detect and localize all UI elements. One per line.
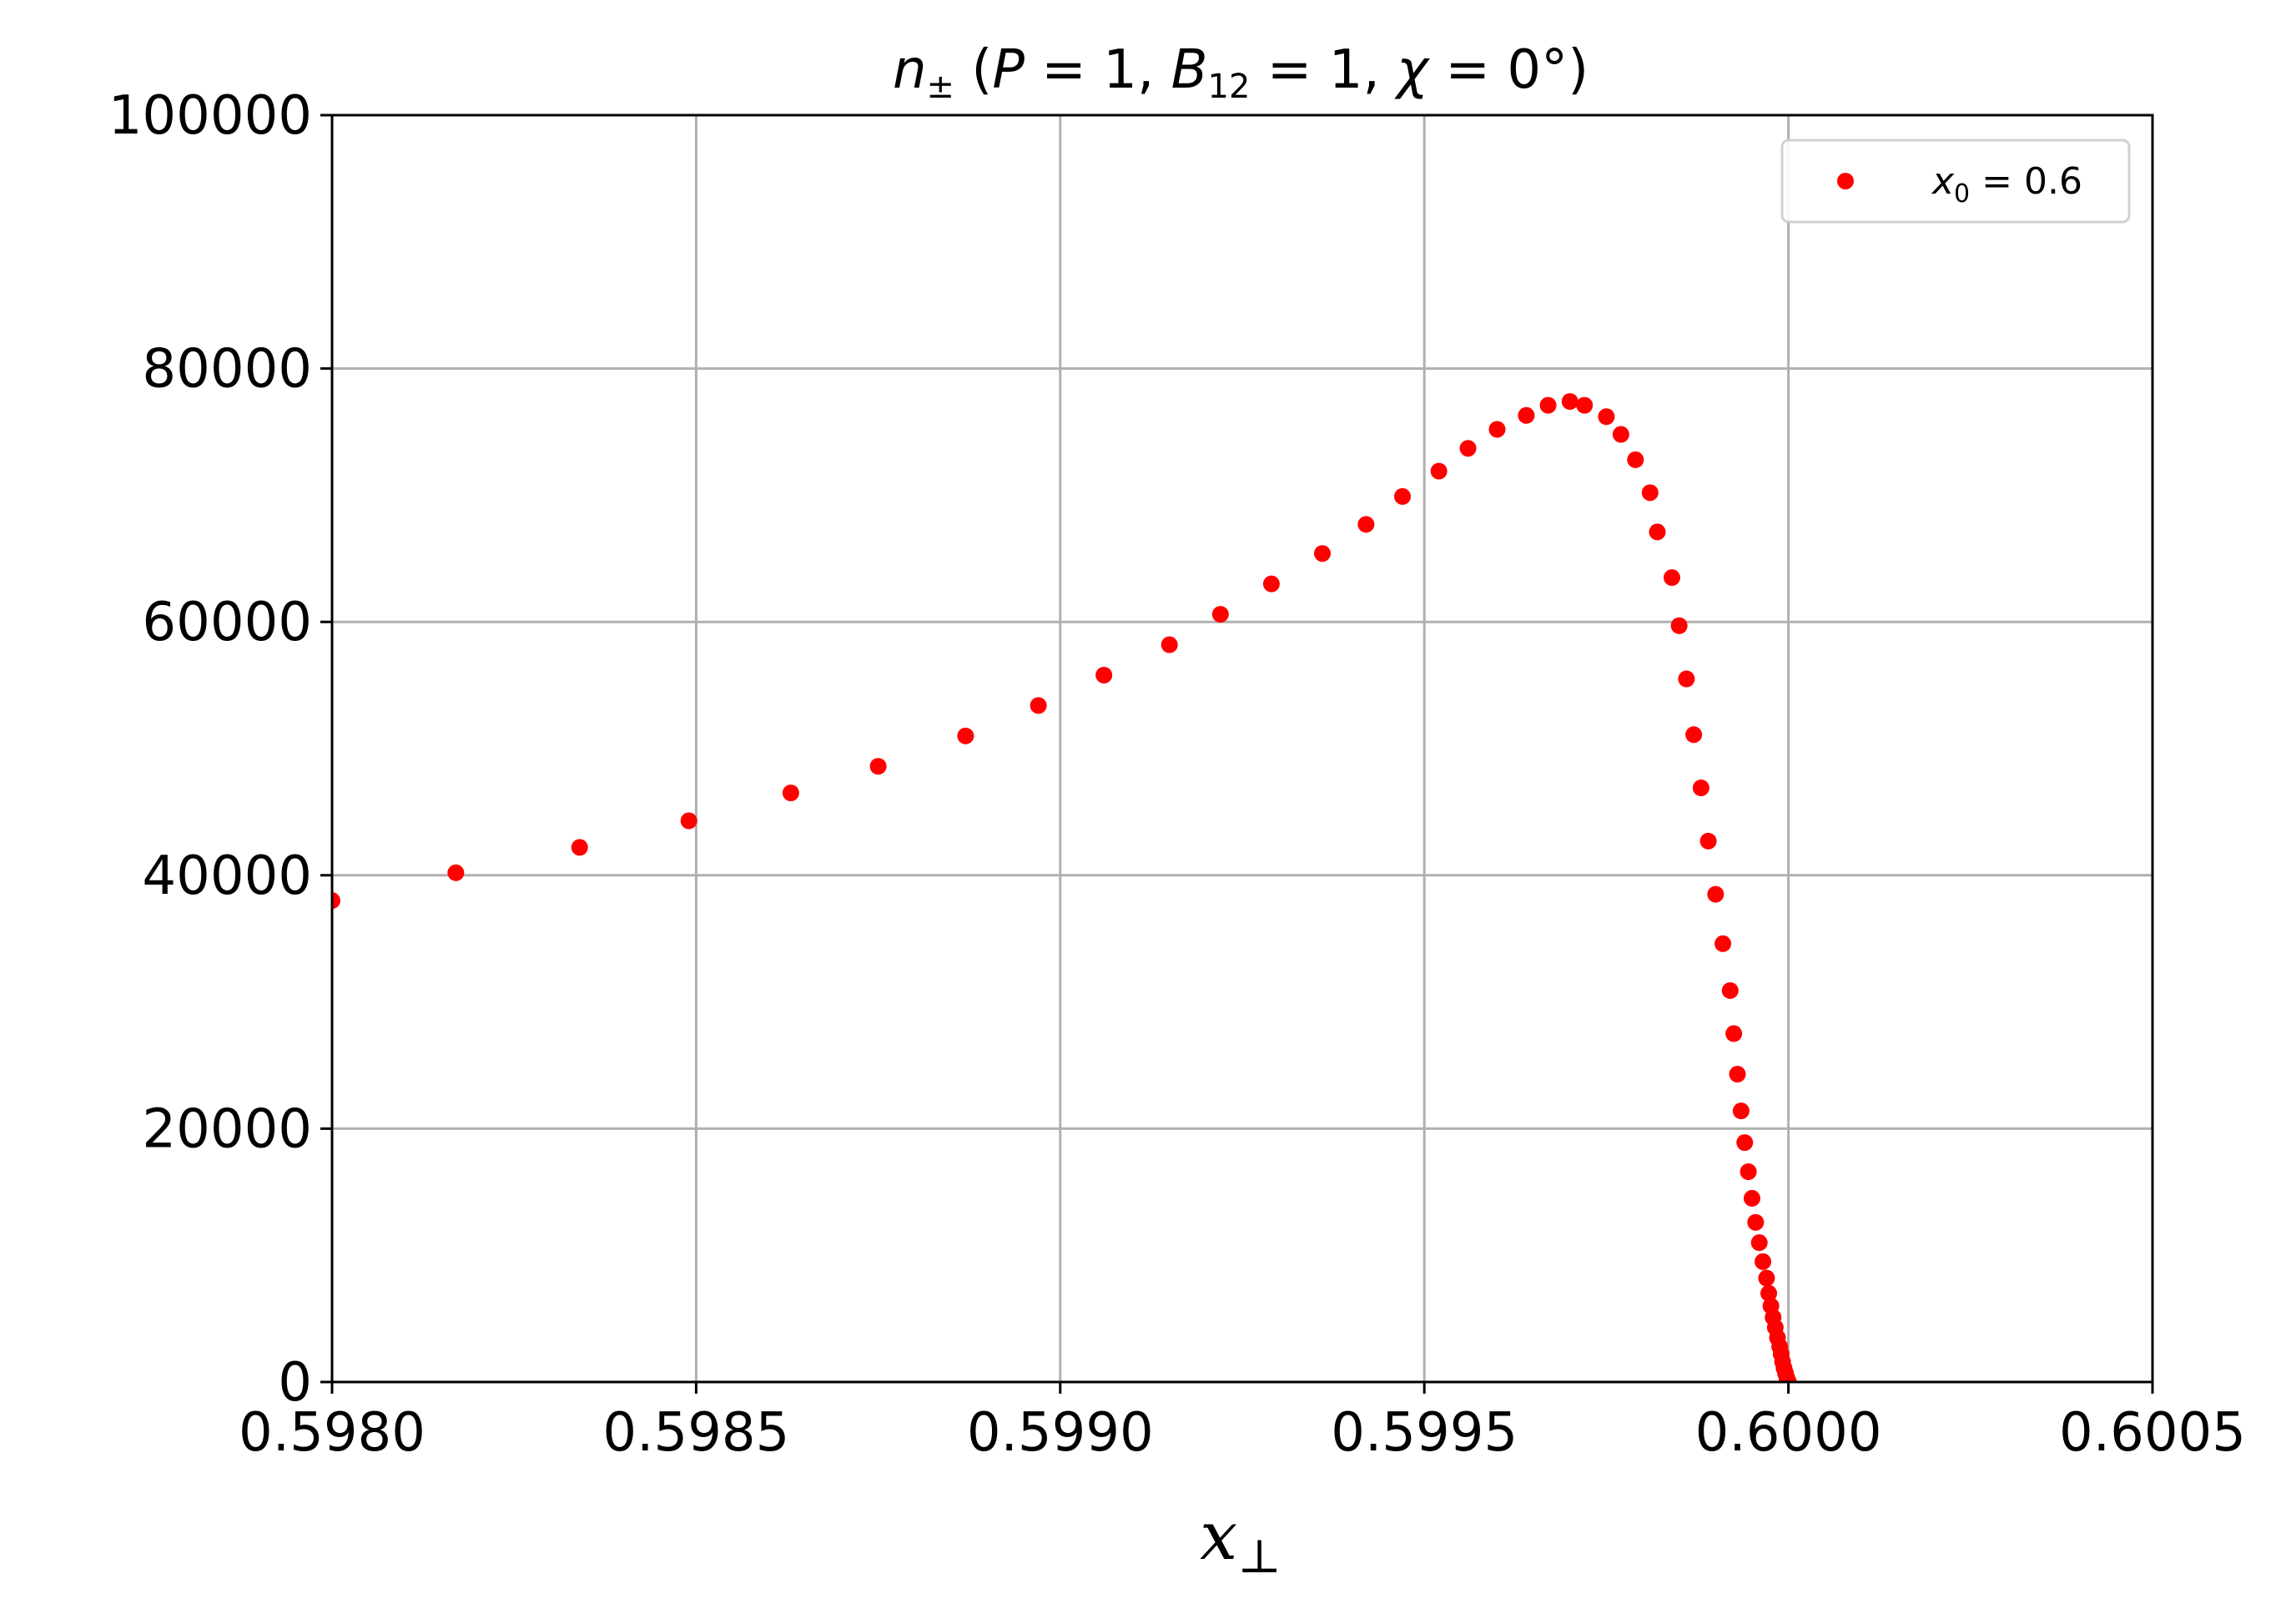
legend-var: x <box>1931 160 1955 203</box>
data-point <box>1760 1284 1778 1302</box>
data-point <box>1725 1025 1743 1042</box>
x-tick-label: 0.6000 <box>1695 1402 1882 1464</box>
y-tick-label: 0 <box>278 1352 312 1414</box>
chart-title: n± (P = 1, B12 = 1, χ = 0°) <box>893 39 1589 106</box>
data-point <box>1755 1253 1772 1270</box>
title-b-sub: 12 <box>1208 68 1251 106</box>
title-open: ( <box>954 39 992 101</box>
data-point <box>1714 935 1732 952</box>
data-point <box>1488 421 1506 438</box>
data-point <box>1641 484 1659 502</box>
xlabel-var: x <box>1200 1497 1237 1575</box>
grid-lines <box>332 115 2152 1382</box>
title-p-var: P <box>992 39 1025 101</box>
data-point <box>1314 545 1332 562</box>
data-point <box>1663 569 1680 587</box>
data-point <box>1736 1134 1754 1152</box>
title-chi-eq: = 0°) <box>1428 39 1589 101</box>
data-point <box>1678 670 1695 688</box>
data-point <box>1780 1374 1797 1382</box>
data-point <box>1394 487 1412 505</box>
data-point <box>1095 666 1113 683</box>
legend-label: x0 = 0.6 <box>1931 160 2082 209</box>
x-tick-label: 0.5980 <box>239 1402 425 1464</box>
legend: x0 = 0.6 <box>1780 139 2131 224</box>
data-point <box>1699 832 1717 850</box>
data-point <box>782 784 799 802</box>
data-point <box>1161 636 1178 653</box>
data-point <box>1721 981 1739 999</box>
x-tick-label: 0.5990 <box>967 1402 1154 1464</box>
title-b-eq: = 1, <box>1250 39 1397 101</box>
data-point <box>1747 1213 1765 1231</box>
data-point <box>1649 523 1666 541</box>
data-point <box>1612 426 1629 443</box>
data-point <box>1750 1234 1768 1252</box>
data-point <box>1539 396 1557 414</box>
x-tick-label: 0.5995 <box>1331 1402 1518 1464</box>
legend-box <box>1780 139 2131 224</box>
data-point <box>1627 451 1644 468</box>
data-point <box>1598 408 1615 426</box>
data-point <box>1685 726 1703 744</box>
y-tick-label: 40000 <box>142 845 312 907</box>
xlabel-sub: ⊥ <box>1237 1530 1281 1584</box>
x-axis-label: x⊥ <box>1200 1497 1281 1584</box>
y-tick-label: 80000 <box>142 339 312 401</box>
data-point <box>1670 617 1688 634</box>
data-point <box>1576 396 1594 414</box>
data-point <box>1732 1102 1750 1120</box>
x-tick-label: 0.6005 <box>2059 1402 2246 1464</box>
y-tick-label: 20000 <box>142 1098 312 1160</box>
x-tick-label: 0.5985 <box>602 1402 789 1464</box>
axis-ticks: 0.5980 0.5985 0.5990 0.5995 0.6000 0.6005 0 200… <box>108 85 2246 1464</box>
title-chi-var: χ <box>1394 39 1430 101</box>
data-point <box>1743 1189 1760 1207</box>
data-point <box>680 812 697 830</box>
data-point <box>1561 393 1578 411</box>
data-point <box>1357 516 1375 533</box>
title-p-eq: = 1, <box>1025 39 1171 101</box>
plot-area-frame <box>330 113 2154 1384</box>
data-point <box>1262 575 1280 593</box>
title-b-var: B <box>1171 39 1208 101</box>
data-point <box>869 758 887 775</box>
data-points <box>332 393 1797 1382</box>
data-point <box>1729 1066 1746 1083</box>
data-point <box>1518 406 1535 424</box>
data-point <box>1707 885 1725 903</box>
title-var: n <box>893 39 927 101</box>
data-point <box>1740 1163 1757 1181</box>
data-point <box>1459 440 1477 457</box>
data-point <box>332 892 340 910</box>
data-point <box>957 727 974 744</box>
title-var-sub: ± <box>927 68 955 106</box>
legend-rest: = 0.6 <box>1970 160 2082 203</box>
data-point <box>1430 462 1448 480</box>
data-point <box>1211 606 1229 623</box>
y-tick-label: 60000 <box>142 592 312 653</box>
legend-marker <box>1837 173 1854 189</box>
data-point <box>571 839 588 856</box>
data-point <box>447 864 465 881</box>
y-tick-label: 100000 <box>108 85 312 147</box>
data-point <box>1030 697 1047 714</box>
legend-sub: 0 <box>1954 179 1970 209</box>
data-point <box>1692 779 1709 797</box>
data-point <box>1758 1269 1775 1287</box>
